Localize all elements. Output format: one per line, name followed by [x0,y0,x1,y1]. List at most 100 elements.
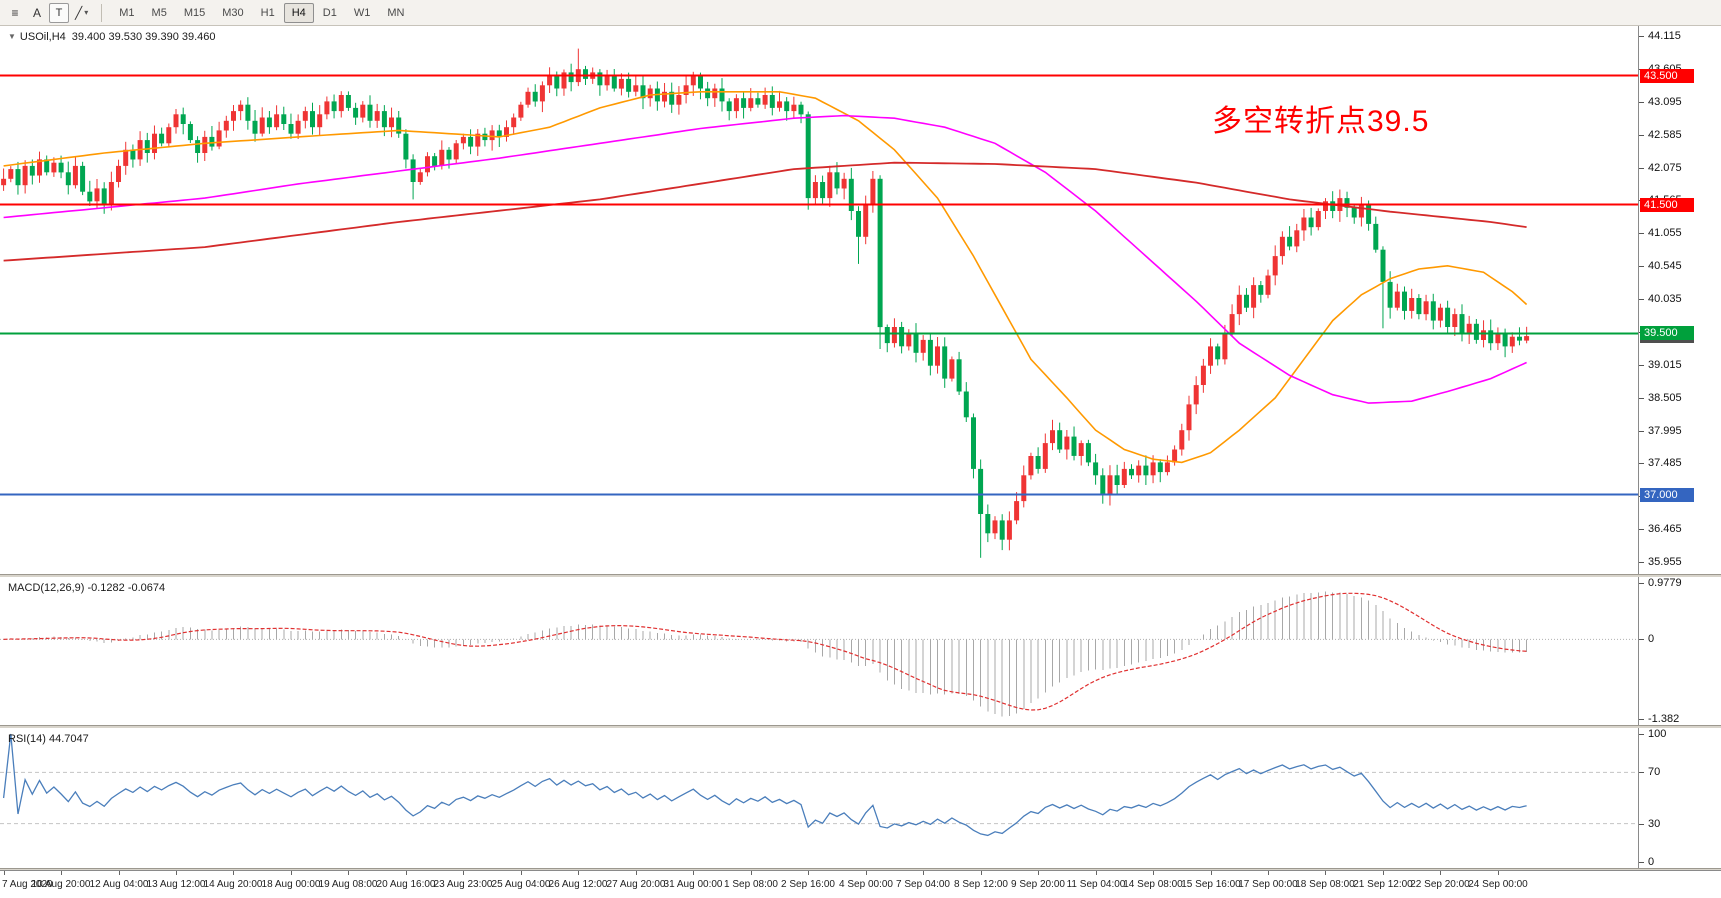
price-axis-tick [1639,529,1644,530]
macd-histogram [10,591,1528,717]
time-axis-tick [1440,871,1441,875]
candles [1,48,1530,558]
level-price-tag-37.000: 37.000 [1640,488,1694,502]
rsi-axis-label: 0 [1648,856,1655,868]
timeframe-button-M15[interactable]: M15 [183,6,206,19]
chart-list-icon[interactable]: ≡ [5,3,25,23]
time-axis-tick [176,871,177,875]
level-price-tag-43.500: 43.500 [1640,69,1694,83]
text-label-tool-button[interactable]: T [49,2,69,23]
macd-axis-label: 0 [1648,633,1655,645]
price-axis-label: 39.015 [1648,359,1682,371]
chevron-down-icon[interactable]: ▼ [8,32,16,41]
main-chart-panel[interactable]: ▼ USOil,H4 39.400 39.530 39.390 39.460 多空转… [0,26,1638,574]
time-axis-tick [866,871,867,875]
time-axis-label: 14 Aug 20:00 [203,879,263,890]
rsi-axis-tick [1639,824,1644,825]
timeframe-button-D1[interactable]: D1 [322,6,337,19]
time-axis-label: 7 Sep 04:00 [896,879,950,890]
timeframe-button-M30[interactable]: M30 [222,6,244,19]
ma-fast-orange [3,91,1528,464]
price-axis-tick [1639,431,1644,432]
time-axis-label: 13 Aug 12:00 [146,879,206,890]
time-axis-label: 17 Sep 00:00 [1238,879,1298,890]
symbol-ohlc-label: ▼ USOil,H4 39.400 39.530 39.390 39.460 [8,31,216,43]
candlestick-chart[interactable] [0,26,1638,574]
rsi-indicator-label: RSI(14) 44.7047 [8,733,89,745]
timeframe-button-MN[interactable]: MN [387,6,405,19]
line-tool-icon: ╱ [75,5,83,20]
price-axis-label: 40.545 [1648,260,1682,272]
macd-axis-label: 0.9779 [1648,577,1682,589]
time-axis-tick [636,871,637,875]
time-axis-label: 2 Sep 16:00 [781,879,835,890]
price-axis-tick [1639,562,1644,563]
price-axis[interactable]: 35.95536.46536.97537.48537.99538.50539.0… [1638,26,1721,574]
panel-splitter[interactable] [0,725,1721,728]
price-axis-label: 43.095 [1648,96,1682,108]
price-axis-tick [1639,299,1644,300]
panel-splitter[interactable] [0,868,1721,870]
timeframe-button-H4[interactable]: H4 [283,2,314,23]
toolbar-separator [101,3,103,22]
level-price-tag-41.500: 41.500 [1640,198,1694,212]
time-axis-tick [406,871,407,875]
macd-axis-tick [1639,639,1644,640]
time-axis-tick [348,871,349,875]
price-axis-tick [1639,266,1644,267]
price-axis-label: 40.035 [1648,293,1682,305]
time-axis-tick [923,871,924,875]
time-axis-label: 24 Sep 00:00 [1468,879,1528,890]
price-axis-tick [1639,135,1644,136]
timeframe-button-H1[interactable]: H1 [260,6,275,19]
macd-indicator-label: MACD(12,26,9) -0.1282 -0.0674 [8,582,166,594]
macd-signal-line [3,592,1527,711]
price-axis-label: 37.995 [1648,425,1682,437]
chart-area: ▼ USOil,H4 39.400 39.530 39.390 39.460 多空转… [0,26,1721,898]
timeframe-button-M1[interactable]: M1 [119,6,135,19]
symbol-period-text: USOil,H4 [19,31,66,43]
time-axis-tick [751,871,752,875]
macd-axis-tick [1639,583,1644,584]
time-axis-label: 15 Sep 16:00 [1181,879,1241,890]
panel-splitter[interactable] [0,574,1721,577]
time-axis-label: 1 Sep 08:00 [724,879,778,890]
timeframe-button-M5[interactable]: M5 [151,6,167,19]
macd-chart[interactable] [0,577,1638,725]
macd-panel[interactable]: MACD(12,26,9) -0.1282 -0.0674 [0,577,1638,725]
time-axis-label: 19 Aug 08:00 [318,879,378,890]
time-axis-label: 9 Sep 20:00 [1011,879,1065,890]
time-axis-label: 27 Aug 20:00 [606,879,666,890]
time-axis-label: 18 Sep 08:00 [1295,879,1355,890]
price-axis-label: 37.485 [1648,457,1682,469]
rsi-axis-tick [1639,862,1644,863]
time-axis-tick [119,871,120,875]
text-tool-button[interactable]: A [27,3,47,23]
rsi-panel[interactable]: RSI(14) 44.7047 [0,728,1638,868]
time-axis-tick [1096,871,1097,875]
time-axis-tick [1153,871,1154,875]
shapes-tool-button[interactable]: ╱ ▾ [71,3,92,23]
time-axis-label: 11 Sep 04:00 [1066,879,1126,890]
rsi-chart[interactable] [0,728,1638,868]
price-axis-label: 38.505 [1648,392,1682,404]
level-price-tag-39.500: 39.500 [1640,326,1694,340]
time-axis-tick [4,871,5,875]
time-axis-tick [1038,871,1039,875]
time-axis-label: 7 Aug 2020 [2,879,53,890]
price-axis-label: 44.115 [1648,30,1681,42]
rsi-axis-label: 30 [1648,818,1661,830]
rsi-axis-tick [1639,734,1644,735]
time-axis-tick [233,871,234,875]
time-axis-label: 31 Aug 00:00 [663,879,723,890]
caret-down-icon: ▾ [84,8,89,17]
time-axis-tick [808,871,809,875]
price-axis-label: 42.585 [1648,129,1682,141]
timeframe-button-W1[interactable]: W1 [353,6,371,19]
time-axis-tick [61,871,62,875]
time-axis[interactable]: 7 Aug 2020 10 Aug 20:00 12 Aug 04:00 13 Aug… [0,870,1721,898]
price-axis-label: 35.955 [1648,556,1682,568]
time-axis-tick [981,871,982,875]
price-axis-tick [1639,463,1644,464]
